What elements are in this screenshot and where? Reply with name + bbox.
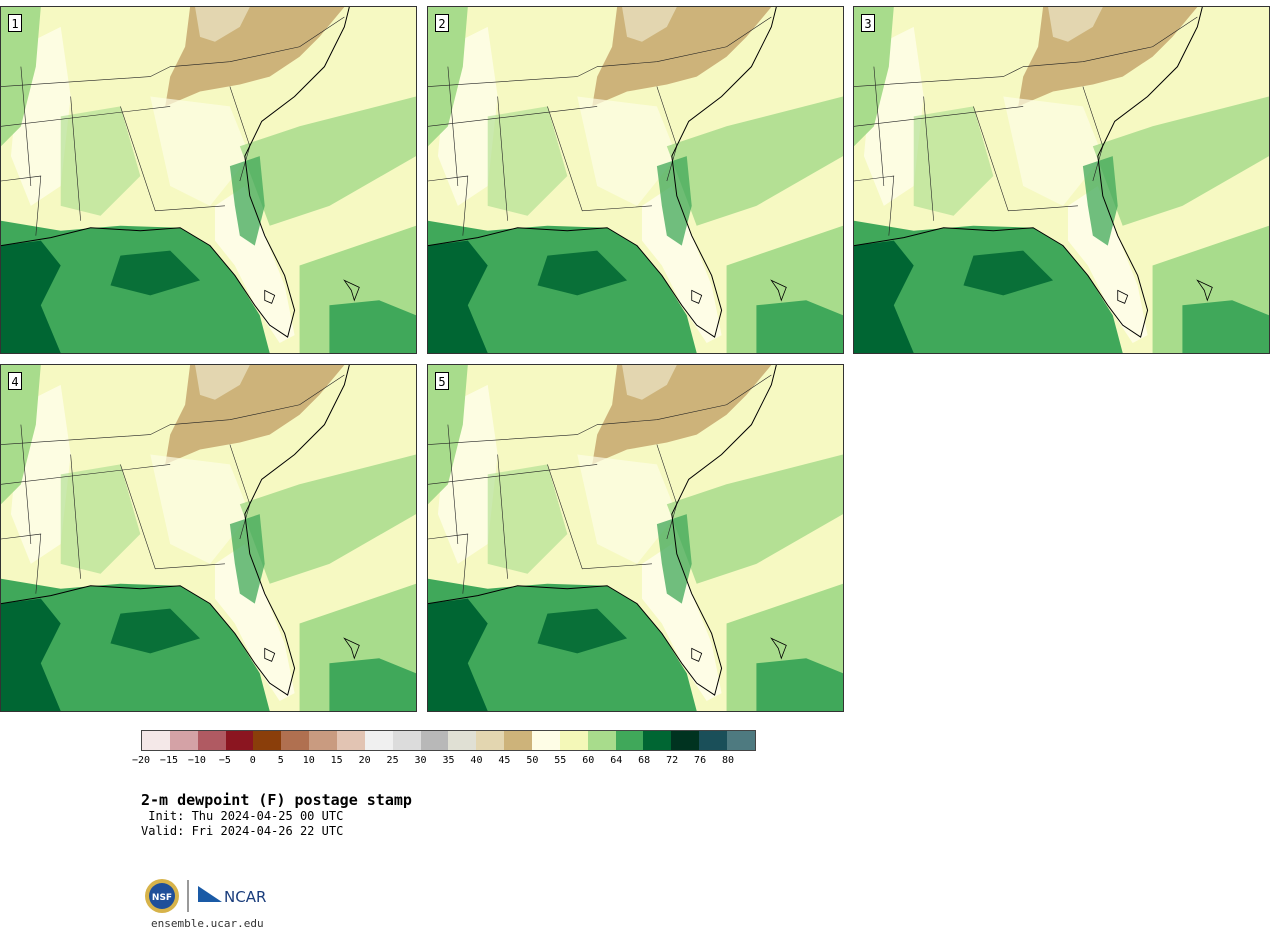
- colorbar-tick-label: 25: [386, 755, 399, 766]
- panel-label-5: 5: [435, 372, 449, 390]
- colorbar-tick-label: 64: [610, 755, 623, 766]
- colorbar-tick-label: −20: [131, 755, 151, 766]
- colorbar-swatch: [699, 731, 728, 750]
- colorbar-swatch: [337, 731, 365, 750]
- colorbar-tick-label: 80: [722, 755, 735, 766]
- colorbar-tick-label: −15: [159, 755, 178, 766]
- site-url: ensemble.ucar.edu: [151, 917, 264, 930]
- dewpoint-map-3: [854, 7, 1269, 353]
- colorbar-swatch: [476, 731, 505, 750]
- colorbar-swatch: [504, 731, 533, 750]
- ensemble-member-1-map: 1: [0, 6, 417, 354]
- colorbar-swatch: [253, 731, 282, 750]
- panel-label-1: 1: [8, 14, 22, 32]
- panel-label-2: 2: [435, 14, 449, 32]
- colorbar-tick-label: 5: [277, 755, 284, 766]
- panel-label-3: 3: [861, 14, 875, 32]
- colorbar-tick-label: 30: [414, 755, 427, 766]
- colorbar-tick-label: 76: [694, 755, 707, 766]
- dewpoint-map-1: [1, 7, 416, 353]
- panel-label-4: 4: [8, 372, 22, 390]
- colorbar-tick-label: 40: [470, 755, 483, 766]
- colorbar-tick-label: 15: [330, 755, 343, 766]
- colorbar-tick-label: 0: [249, 755, 256, 766]
- colorbar-swatch: [225, 731, 254, 750]
- colorbar-swatch: [671, 731, 700, 750]
- colorbar-tick-label: 50: [526, 755, 539, 766]
- colorbar-swatch: [281, 731, 310, 750]
- ensemble-member-4-map: 4: [0, 364, 417, 712]
- colorbar-swatch: [448, 731, 477, 750]
- colorbar-swatch: [169, 731, 198, 750]
- colorbar-tick-label: −5: [218, 755, 231, 766]
- colorbar-swatch: [142, 731, 170, 750]
- colorbar-swatch: [532, 731, 560, 750]
- ensemble-member-5-map: 5: [427, 364, 844, 712]
- ncar-logo-icon: NCAR: [198, 886, 266, 906]
- dewpoint-map-2: [428, 7, 843, 353]
- colorbar-swatch: [587, 731, 616, 750]
- colorbar-swatch: [197, 731, 226, 750]
- ensemble-member-3-map: 3: [853, 6, 1270, 354]
- colorbar-tick-label: 45: [498, 755, 511, 766]
- colorbar-tick-label: 35: [442, 755, 455, 766]
- colorbar-tick-label: 55: [554, 755, 567, 766]
- colorbar-tick-label: 72: [666, 755, 679, 766]
- valid-time: Valid: Fri 2024-04-26 22 UTC: [141, 824, 344, 838]
- svg-text:NSF: NSF: [152, 893, 172, 903]
- colorbar-tick-label: −10: [187, 755, 206, 766]
- nsf-ncar-logo: NSF NCAR: [144, 876, 274, 916]
- nsf-seal-icon: NSF: [145, 879, 179, 913]
- colorbar-ticks: −20 −15 −10 −5 0 5 10 15 20 25 30 35 40 45 50 55 60 64 68 7…: [132, 755, 756, 769]
- dewpoint-map-5: [428, 365, 843, 711]
- colorbar-tick-label: 20: [358, 755, 371, 766]
- colorbar-swatch: [392, 731, 421, 750]
- colorbar-tick-label: 60: [582, 755, 595, 766]
- init-time: Init: Thu 2024-04-25 00 UTC: [141, 809, 344, 823]
- colorbar-swatch: [420, 731, 449, 750]
- colorbar-swatch: [309, 731, 338, 750]
- colorbar-swatch: [559, 731, 588, 750]
- colorbar-tick-label: 68: [638, 755, 651, 766]
- svg-text:NCAR: NCAR: [224, 888, 266, 906]
- colorbar-swatch: [643, 731, 672, 750]
- ensemble-member-2-map: 2: [427, 6, 844, 354]
- colorbar-swatch: [727, 731, 755, 750]
- colorbar-swatch: [615, 731, 644, 750]
- product-title: 2-m dewpoint (F) postage stamp: [141, 791, 412, 809]
- dewpoint-map-4: [1, 365, 416, 711]
- dewpoint-colorbar: [141, 730, 756, 751]
- colorbar-swatch: [364, 731, 393, 750]
- colorbar-tick-label: 10: [302, 755, 315, 766]
